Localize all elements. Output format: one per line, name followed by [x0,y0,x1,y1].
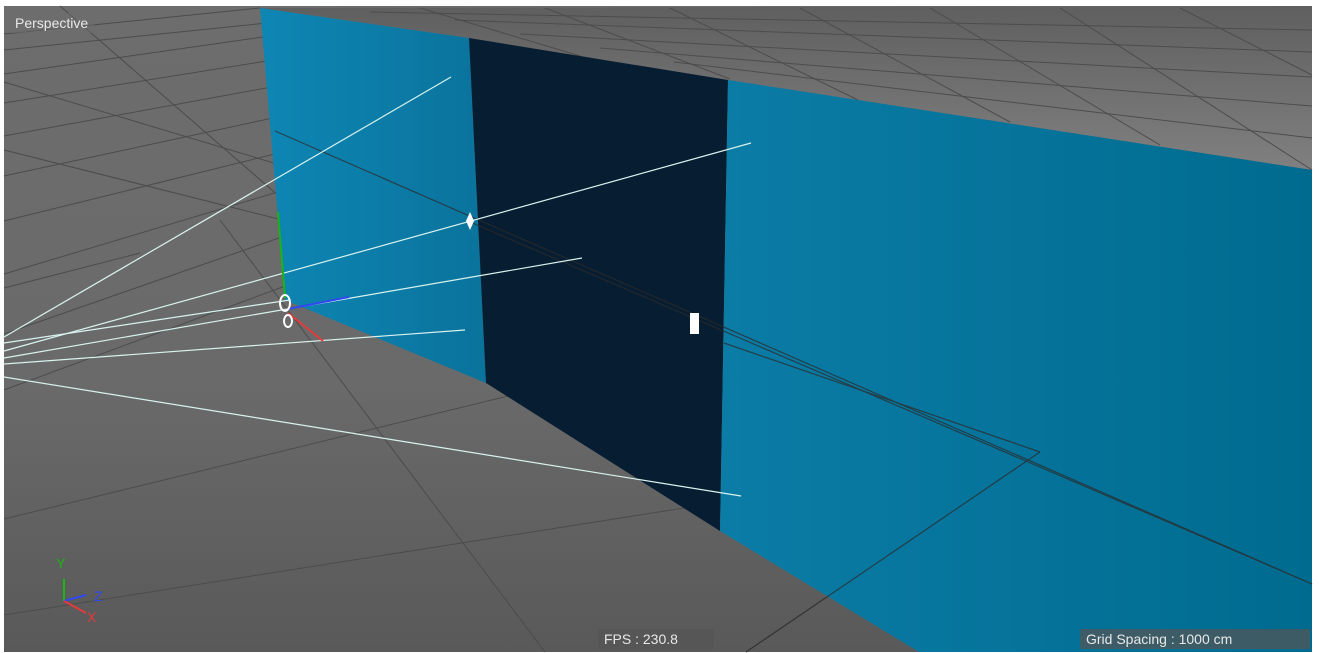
dark-doorway-wall [469,38,728,531]
view-mode-label[interactable]: Perspective [9,13,95,33]
grid-spacing-readout: Grid Spacing : 1000 cm [1080,629,1310,649]
handle-marker-square[interactable] [690,313,699,334]
upper-grid-plane [260,6,1313,171]
handle-marker-diamond[interactable] [466,212,474,230]
wall-edge-lines [274,130,1313,653]
axis-x-label: X [87,609,97,625]
fps-readout: FPS : 230.8 [598,629,714,649]
left-blue-wall [260,8,486,383]
axis-y-label: Y [56,555,66,571]
axis-z-label: Z [94,588,103,604]
axis-orientation-gizmo: Y Z X [56,555,103,625]
transform-gizmo[interactable] [277,211,350,342]
right-blue-wall [720,80,1312,652]
light-rays [3,76,752,497]
